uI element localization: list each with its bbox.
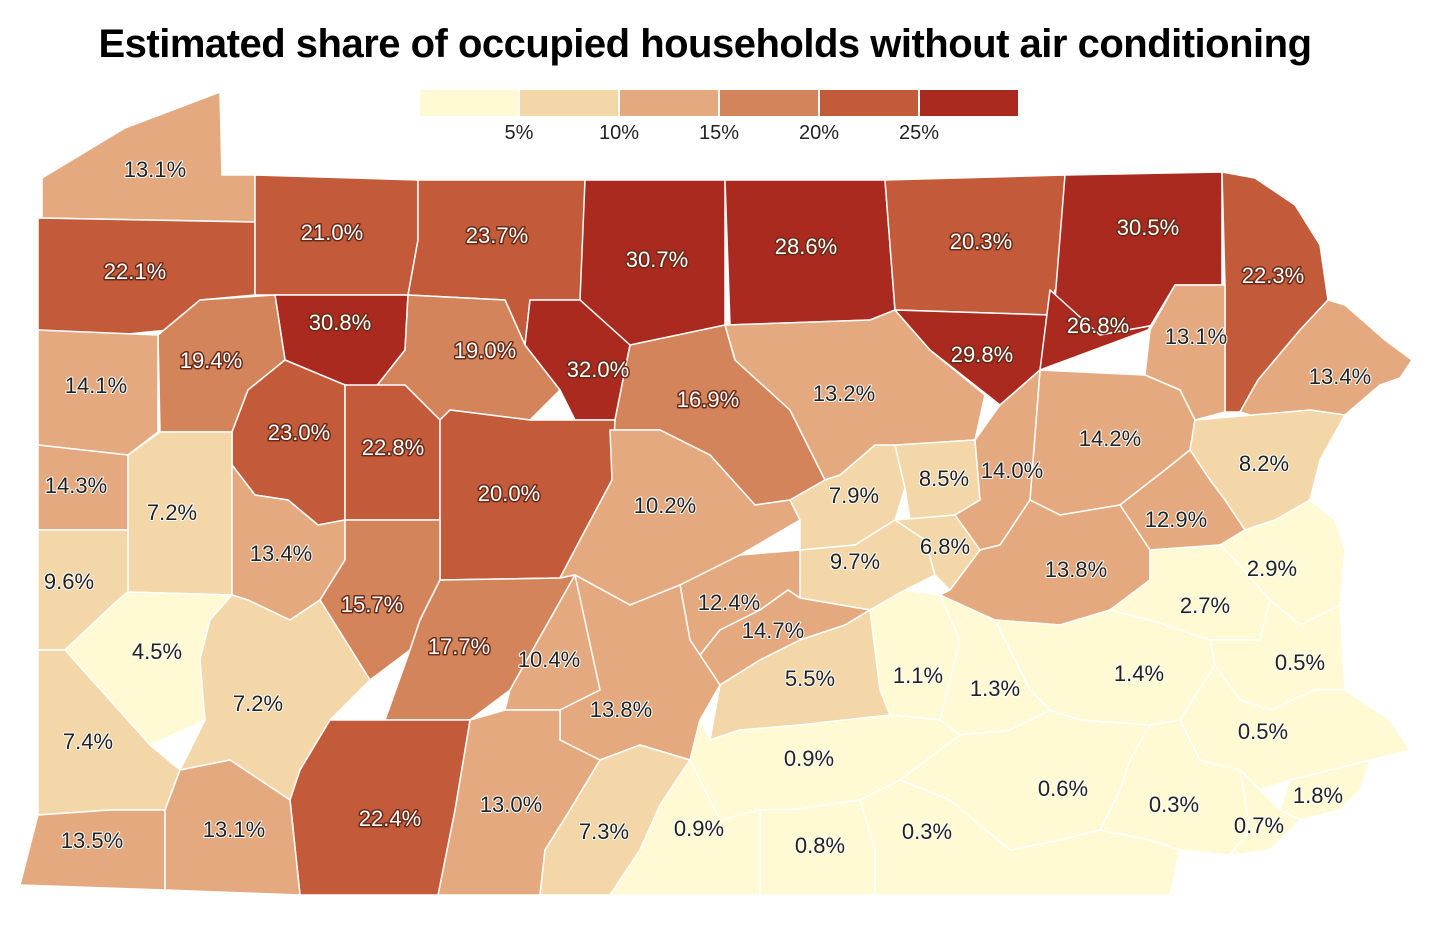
county-value-label: 0.7% xyxy=(1234,813,1284,838)
county-value-label: 30.5% xyxy=(1117,215,1179,240)
county-region xyxy=(859,779,1181,896)
county-value-label: 0.5% xyxy=(1275,650,1325,675)
county-value-label: 6.8% xyxy=(920,534,970,559)
county-value-label: 20.3% xyxy=(950,229,1012,254)
county-value-label: 32.0% xyxy=(567,357,629,382)
county-value-label: 0.3% xyxy=(902,819,952,844)
county-value-label: 2.9% xyxy=(1247,556,1297,581)
county-value-label: 1.1% xyxy=(893,663,943,688)
county-value-label: 13.1% xyxy=(203,817,265,842)
county-value-label: 0.3% xyxy=(1149,792,1199,817)
county-value-label: 13.8% xyxy=(1045,557,1107,582)
color-legend: 5% 10% 15% 20% 25% xyxy=(420,90,1020,150)
county-value-label: 0.8% xyxy=(795,833,845,858)
county-value-label: 30.8% xyxy=(309,310,371,335)
county-value-label: 13.4% xyxy=(1309,364,1371,389)
legend-tick: 5% xyxy=(504,122,534,144)
county-value-label: 23.0% xyxy=(268,420,330,445)
county-value-label: 16.9% xyxy=(677,387,739,412)
county-value-label: 22.8% xyxy=(362,435,424,460)
legend-swatch xyxy=(820,90,918,116)
county-value-label: 19.0% xyxy=(454,338,516,363)
county-value-label: 21.0% xyxy=(301,220,363,245)
county-value-label: 13.2% xyxy=(813,381,875,406)
county-value-label: 29.8% xyxy=(951,342,1013,367)
county-value-label: 0.5% xyxy=(1238,719,1288,744)
county-value-label: 1.8% xyxy=(1293,783,1343,808)
county-value-label: 14.3% xyxy=(45,473,107,498)
legend-swatch xyxy=(520,90,618,116)
county-value-label: 20.0% xyxy=(478,481,540,506)
county-value-label: 19.4% xyxy=(180,348,242,373)
legend-swatch xyxy=(720,90,818,116)
legend-swatch xyxy=(620,90,718,116)
county-value-label: 14.0% xyxy=(981,458,1043,483)
county-value-label: 8.5% xyxy=(919,466,969,491)
county-value-label: 2.7% xyxy=(1180,593,1230,618)
county-value-label: 14.2% xyxy=(1079,426,1141,451)
legend-tick: 15% xyxy=(698,122,740,144)
county-value-label: 13.1% xyxy=(124,157,186,182)
legend-tick: 25% xyxy=(898,122,940,144)
county-value-label: 14.7% xyxy=(742,618,804,643)
map-title: Estimated share of occupied households w… xyxy=(98,22,1312,66)
county-value-label: 26.8% xyxy=(1067,313,1129,338)
county-value-label: 23.7% xyxy=(466,223,528,248)
county-value-label: 0.9% xyxy=(784,746,834,771)
county-value-label: 13.5% xyxy=(61,828,123,853)
county-value-label: 0.6% xyxy=(1038,776,1088,801)
county-value-label: 22.4% xyxy=(359,806,421,831)
county-value-label: 30.7% xyxy=(626,247,688,272)
county-value-label: 8.2% xyxy=(1239,451,1289,476)
legend-tick: 10% xyxy=(598,122,640,144)
county-value-label: 13.8% xyxy=(590,697,652,722)
county-value-label: 7.4% xyxy=(63,729,113,754)
county-value-label: 7.9% xyxy=(829,483,879,508)
county-region xyxy=(289,719,471,896)
county-value-label: 9.7% xyxy=(830,549,880,574)
county-value-label: 13.0% xyxy=(480,792,542,817)
county-value-label: 1.4% xyxy=(1114,661,1164,686)
county-region xyxy=(164,759,301,896)
county-value-label: 15.7% xyxy=(341,592,403,617)
county-value-label: 1.3% xyxy=(970,676,1020,701)
county-value-label: 10.4% xyxy=(518,647,580,672)
county-value-label: 12.4% xyxy=(698,590,760,615)
county-value-label: 13.1% xyxy=(1165,324,1227,349)
county-value-label: 5.5% xyxy=(785,666,835,691)
county-region xyxy=(609,759,761,896)
county-value-label: 17.7% xyxy=(428,634,490,659)
county-value-label: 7.3% xyxy=(579,819,629,844)
county-value-label: 14.1% xyxy=(65,373,127,398)
legend-swatch xyxy=(420,90,518,116)
county-value-label: 22.1% xyxy=(104,259,166,284)
county-value-label: 0.9% xyxy=(674,816,724,841)
county-value-label: 12.9% xyxy=(1145,507,1207,532)
county-value-label: 10.2% xyxy=(634,493,696,518)
legend-tick: 20% xyxy=(798,122,840,144)
county-region xyxy=(1229,769,1301,856)
county-value-label: 7.2% xyxy=(233,691,283,716)
county-value-label: 13.4% xyxy=(250,541,312,566)
legend-swatch xyxy=(920,90,1018,116)
county-value-label: 4.5% xyxy=(132,639,182,664)
county-value-label: 9.6% xyxy=(44,569,94,594)
county-value-label: 28.6% xyxy=(775,234,837,259)
county-value-label: 22.3% xyxy=(1242,263,1304,288)
county-value-label: 7.2% xyxy=(147,500,197,525)
